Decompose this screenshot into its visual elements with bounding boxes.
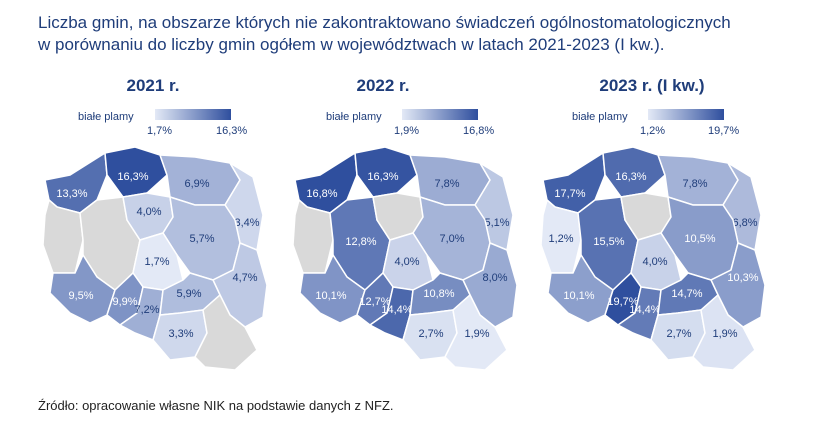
value-label-warminsko-mazurskie: 7,8% — [682, 178, 707, 190]
panel-2023-map: 17,7% 16,3% 7,8% 6,8% 1,2% 15,5% 10,5% 4,0% 10,3… — [540, 146, 766, 371]
value-label-mazowieckie: 5,7% — [189, 233, 214, 245]
panel-2022-legend-label: białe plamy — [326, 111, 382, 123]
value-label-zachodniopomorskie: 13,3% — [56, 188, 87, 200]
value-label-slaskie: 7,2% — [134, 304, 159, 316]
panel-2022-title: 2022 r. — [356, 76, 410, 95]
panel-2023-legend-label: białe plamy — [572, 111, 628, 123]
value-label-malopolskie: 3,3% — [168, 328, 193, 340]
region-pomorskie — [354, 146, 418, 198]
panel-2022-legend-min: 1,9% — [394, 125, 420, 137]
panel-2023-legend-min: 1,2% — [640, 125, 666, 137]
value-label-podlaskie: 6,8% — [732, 217, 757, 229]
value-label-dolnoslaskie: 10,1% — [563, 290, 594, 302]
panel-2021-legend-min: 1,7% — [147, 125, 173, 137]
value-label-swietokrzyskie: 14,7% — [671, 288, 702, 300]
value-label-lodzkie: 4,0% — [394, 256, 419, 268]
value-label-podkarpackie: 1,9% — [464, 328, 489, 340]
panel-2022-legend-bar — [402, 109, 478, 120]
value-label-zachodniopomorskie: 16,8% — [306, 188, 337, 200]
value-label-mazowieckie: 10,5% — [684, 233, 715, 245]
value-label-opolskie: 9,9% — [112, 296, 137, 308]
value-label-dolnoslaskie: 10,1% — [315, 290, 346, 302]
value-label-slaskie: 14,4% — [629, 304, 660, 316]
value-label-slaskie: 14,4% — [381, 304, 412, 316]
panel-2023-legend-max: 19,7% — [708, 125, 740, 137]
value-label-warminsko-mazurskie: 7,8% — [434, 178, 459, 190]
title-line-1: Liczba gmin, na obszarze których nie zak… — [38, 13, 731, 32]
value-label-pomorskie: 16,3% — [117, 171, 148, 183]
value-label-swietokrzyskie: 10,8% — [423, 288, 454, 300]
value-label-lubelskie: 8,0% — [482, 272, 507, 284]
panel-2023-legend-bar — [648, 109, 724, 120]
region-podkarpackie — [444, 293, 508, 371]
region-podkarpackie — [194, 293, 258, 371]
value-label-lubelskie: 10,3% — [727, 272, 758, 284]
panel-2021-legend-bar — [155, 109, 231, 120]
value-label-malopolskie: 2,7% — [666, 328, 691, 340]
panel-2021-legend-max: 16,3% — [216, 125, 248, 137]
value-label-mazowieckie: 7,0% — [439, 233, 464, 245]
panel-2023-title: 2023 r. (I kw.) — [599, 76, 705, 95]
value-label-zachodniopomorskie: 17,7% — [554, 188, 585, 200]
value-label-podkarpackie: 1,9% — [712, 328, 737, 340]
value-label-podlaskie: 3,4% — [234, 217, 259, 229]
value-label-malopolskie: 2,7% — [418, 328, 443, 340]
source-note: Źródło: opracowanie własne NIK na podsta… — [38, 398, 394, 413]
value-label-podlaskie: 5,1% — [484, 217, 509, 229]
value-label-opolskie: 12,7% — [359, 296, 390, 308]
region-podkarpackie — [692, 293, 756, 371]
value-label-lodzkie: 1,7% — [144, 256, 169, 268]
value-label-lubelskie: 4,7% — [232, 272, 257, 284]
value-label-swietokrzyskie: 5,9% — [176, 288, 201, 300]
value-label-pomorskie: 16,3% — [367, 171, 398, 183]
value-label-dolnoslaskie: 9,5% — [68, 290, 93, 302]
panel-2022-legend-max: 16,8% — [463, 125, 495, 137]
panel-2022-map: 16,8% 16,3% 7,8% 5,1% 12,8% 7,0% 4,0% 8,0% 10,1%… — [292, 146, 518, 371]
value-label-wielkopolskie: 12,8% — [345, 236, 376, 248]
value-label-pomorskie: 16,3% — [615, 171, 646, 183]
value-label-warminsko-mazurskie: 6,9% — [184, 178, 209, 190]
value-label-opolskie: 19,7% — [607, 296, 638, 308]
panel-2021-title: 2021 r. — [126, 76, 180, 95]
chart-title: Liczba gmin, na obszarze których nie zak… — [38, 12, 818, 56]
region-pomorskie — [104, 146, 168, 198]
panel-2021-map: 13,3% 16,3% 6,9% 3,4% 4,0% 5,7% 1,7% 4,7% 9,5% 9,… — [42, 146, 268, 371]
title-line-2: w porównaniu do liczby gmin ogółem w woj… — [38, 35, 665, 54]
value-label-kujawsko-pomorskie: 4,0% — [136, 206, 161, 218]
value-label-wielkopolskie: 15,5% — [593, 236, 624, 248]
region-pomorskie — [602, 146, 666, 198]
value-label-lubuskie: 1,2% — [548, 233, 573, 245]
panel-2021-legend-label: białe plamy — [78, 111, 134, 123]
value-label-lodzkie: 4,0% — [642, 256, 667, 268]
